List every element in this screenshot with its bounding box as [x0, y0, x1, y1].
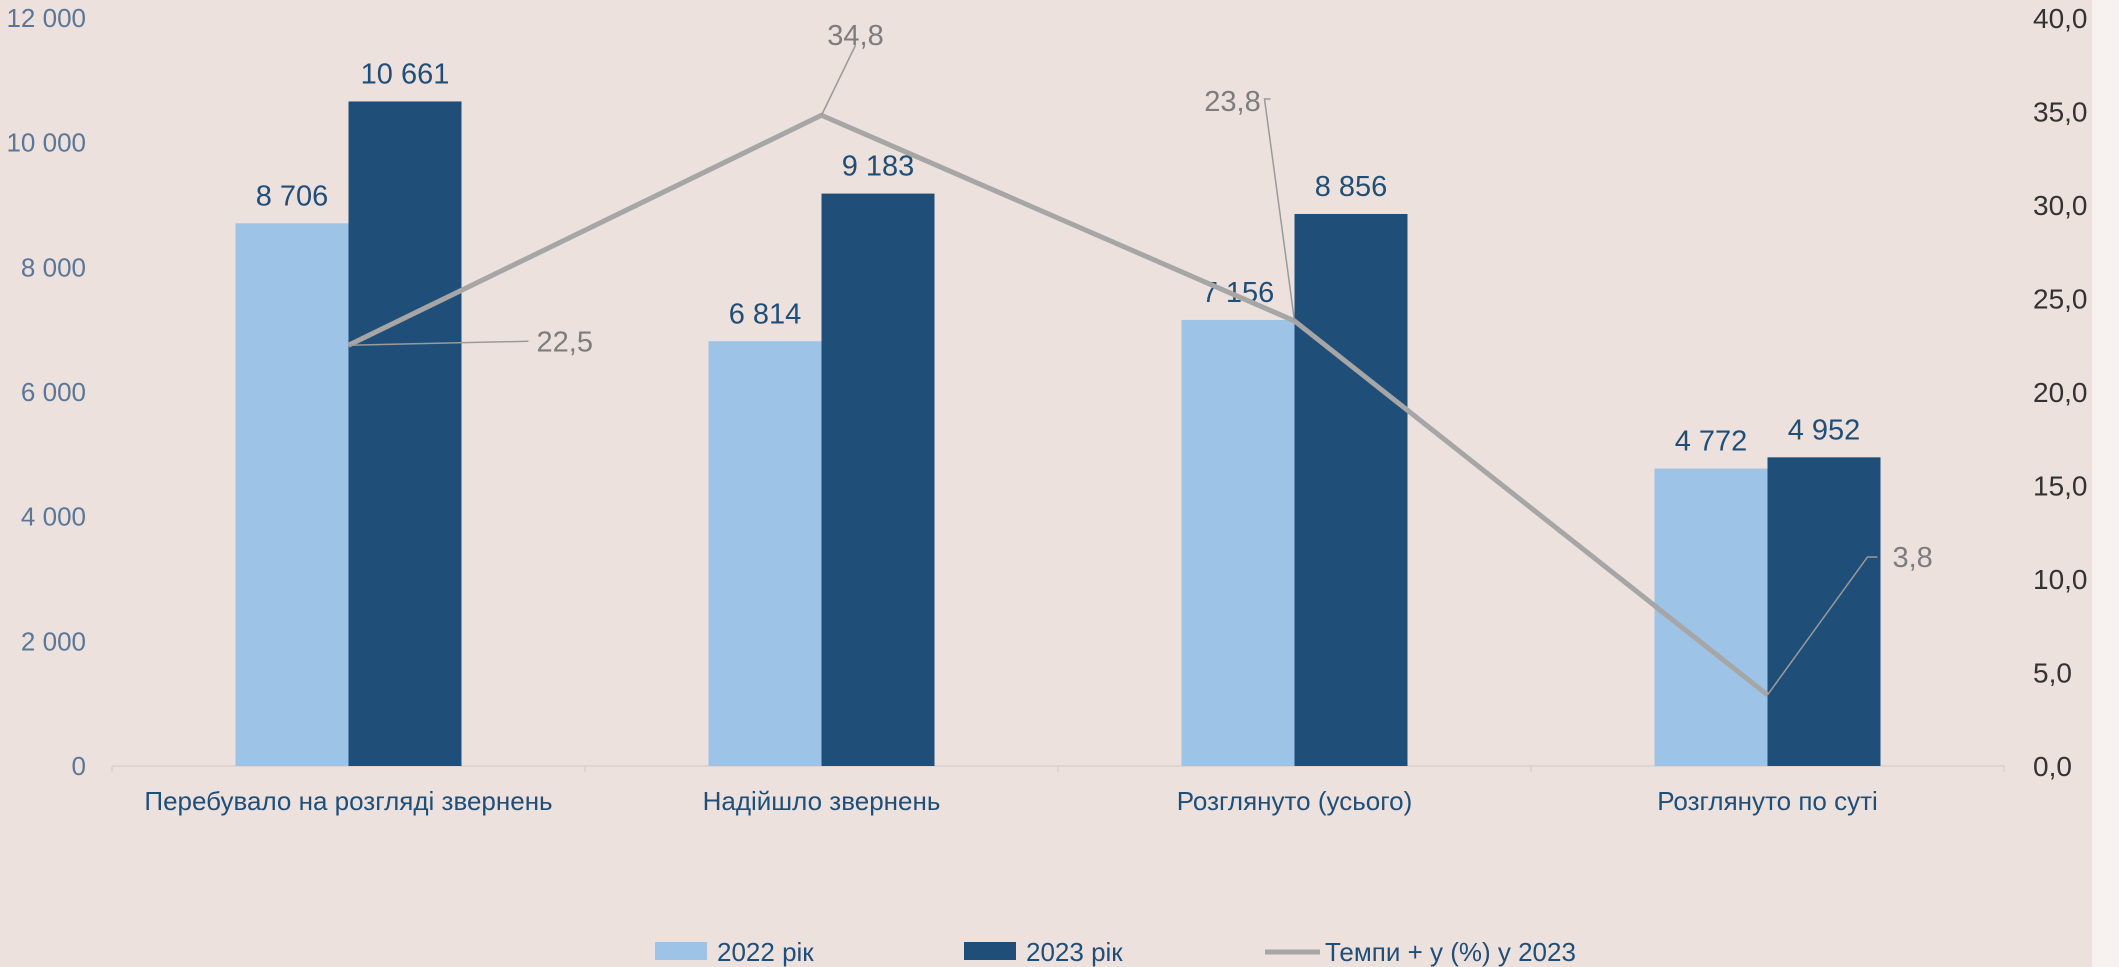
- category-label: Розглянуто (усього): [1177, 786, 1413, 816]
- bar-data-label: 4 952: [1788, 414, 1861, 446]
- bar-data-label: 4 772: [1675, 426, 1748, 458]
- y-left-tick-label: 8 000: [21, 252, 86, 282]
- y-right-tick-label: 10,0: [2033, 564, 2088, 595]
- legend-label: Темпи + у (%) у 2023: [1325, 937, 1576, 967]
- bar-2022: [708, 341, 822, 766]
- y-right-tick-label: 25,0: [2033, 284, 2088, 315]
- legend-swatch: [655, 942, 707, 960]
- y-right-tick-label: 5,0: [2033, 658, 2072, 689]
- line-data-label: 22,5: [537, 326, 593, 358]
- category-label: Перебувало на розгляді звернень: [144, 786, 552, 816]
- y-left-tick-label: 10 000: [6, 128, 86, 158]
- bar-data-label: 7 156: [1202, 277, 1275, 309]
- y-left-tick-label: 12 000: [6, 3, 86, 33]
- bar-data-label: 6 814: [729, 298, 802, 330]
- growth-rate-line: [347, 112, 1770, 697]
- line-data-label: 34,8: [827, 20, 883, 52]
- bar-2023: [821, 193, 935, 766]
- legend-swatch: [964, 942, 1016, 960]
- line-data-label: 3,8: [1893, 542, 1933, 574]
- category-label: Надійшло звернень: [703, 786, 941, 816]
- y-left-tick-label: 2 000: [21, 626, 86, 656]
- bar-2022: [1654, 468, 1768, 766]
- bar-2023: [1294, 213, 1408, 766]
- line-label-leader: [1766, 556, 1878, 696]
- bar-2023: [348, 101, 462, 766]
- legend-label: 2023 рік: [1026, 937, 1123, 967]
- bar-2022: [235, 223, 349, 767]
- bar-2023: [1767, 457, 1881, 766]
- y-right-tick-label: 20,0: [2033, 377, 2088, 408]
- y-left-tick-label: 6 000: [21, 377, 86, 407]
- bar-2022: [1181, 319, 1295, 766]
- legend-label: 2022 рік: [717, 937, 814, 967]
- y-left-tick-label: 4 000: [21, 502, 86, 532]
- bar-data-label: 8 706: [256, 180, 329, 212]
- line-label-leader: [1263, 98, 1296, 322]
- bar-data-label: 8 856: [1315, 171, 1388, 203]
- line-label-leader: [820, 44, 857, 116]
- y-right-tick-label: 15,0: [2033, 471, 2088, 502]
- category-label: Розглянуто по суті: [1657, 786, 1878, 816]
- line-data-label: 23,8: [1204, 86, 1260, 118]
- line-label-leader: [348, 340, 529, 346]
- y-left-tick-label: 0: [72, 751, 86, 781]
- y-right-tick-label: 40,0: [2033, 3, 2088, 34]
- bar-data-label: 10 661: [361, 58, 450, 90]
- y-right-tick-label: 30,0: [2033, 190, 2088, 221]
- y-right-tick-label: 35,0: [2033, 97, 2088, 128]
- y-right-tick-label: 0,0: [2033, 751, 2072, 782]
- bar-data-label: 9 183: [842, 151, 915, 183]
